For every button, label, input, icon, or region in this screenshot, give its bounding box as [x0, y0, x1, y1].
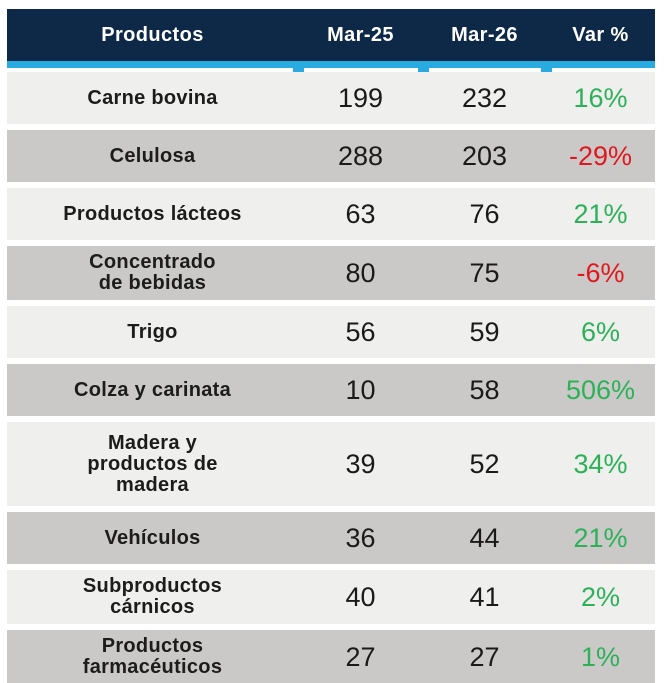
var-value: 16% — [573, 82, 628, 113]
var-value: 21% — [573, 198, 628, 229]
table-row: Trigo 56 59 6% — [7, 306, 655, 358]
column-divider-nub — [293, 68, 304, 72]
mar26-value: 75 — [469, 257, 500, 288]
data-table: Productos Mar-25 Mar-26 Var % Carne bovi… — [7, 9, 655, 683]
mar26-value: 59 — [469, 316, 500, 347]
table-row: Colza y carinata 10 58 506% — [7, 364, 655, 416]
mar25-value: 39 — [345, 448, 376, 479]
mar26-value: 203 — [461, 140, 508, 171]
product-name: Trigo — [127, 320, 178, 343]
table-row: Productos farmacéuticos 27 27 1% — [7, 630, 655, 683]
mar26-value: 232 — [461, 82, 508, 113]
column-header-var: Var % — [572, 23, 629, 46]
var-value: -29% — [568, 140, 633, 171]
column-header-mar26: Mar-26 — [451, 23, 518, 46]
product-name: Productos farmacéuticos — [82, 635, 223, 678]
column-header-productos: Productos — [101, 23, 204, 46]
var-value: 506% — [565, 374, 636, 405]
mar25-value: 63 — [345, 198, 376, 229]
mar26-value: 27 — [469, 641, 500, 672]
product-name: Productos lácteos — [63, 202, 242, 225]
column-divider-nub — [418, 68, 429, 72]
var-value: 21% — [573, 522, 628, 553]
mar25-value: 40 — [345, 581, 376, 612]
product-name: Celulosa — [109, 144, 196, 167]
mar25-value: 199 — [337, 82, 384, 113]
column-divider-nub — [541, 68, 552, 72]
var-value: 2% — [580, 581, 621, 612]
mar26-value: 41 — [469, 581, 500, 612]
table-row: Carne bovina 199 232 16% — [7, 72, 655, 124]
mar25-value: 10 — [345, 374, 376, 405]
var-value: 1% — [580, 641, 621, 672]
header-accent-bar — [7, 61, 655, 72]
table-row: Madera y productos de madera 39 52 34% — [7, 422, 655, 506]
table-body: Carne bovina 199 232 16% Celulosa 288 20… — [7, 72, 655, 683]
var-value: 34% — [573, 448, 628, 479]
table-row: Productos lácteos 63 76 21% — [7, 188, 655, 240]
mar26-value: 52 — [469, 448, 500, 479]
table-row: Subproductos cárnicos 40 41 2% — [7, 570, 655, 624]
table-row: Celulosa 288 203 -29% — [7, 130, 655, 182]
mar25-value: 56 — [345, 316, 376, 347]
mar26-value: 76 — [469, 198, 500, 229]
mar25-value: 36 — [345, 522, 376, 553]
product-name: Subproductos cárnicos — [82, 575, 223, 618]
column-header-mar25: Mar-25 — [327, 23, 394, 46]
var-value: 6% — [580, 316, 621, 347]
product-name: Colza y carinata — [73, 378, 232, 401]
product-name: Carne bovina — [87, 86, 218, 109]
table-header-row: Productos Mar-25 Mar-26 Var % — [7, 9, 655, 61]
mar25-value: 80 — [345, 257, 376, 288]
product-name: Vehículos — [104, 526, 201, 549]
mar25-value: 27 — [345, 641, 376, 672]
mar26-value: 58 — [469, 374, 500, 405]
mar26-value: 44 — [469, 522, 500, 553]
table-row: Vehículos 36 44 21% — [7, 512, 655, 564]
mar25-value: 288 — [337, 140, 384, 171]
product-name: Madera y productos de madera — [87, 431, 218, 496]
product-name: Concentrado de bebidas — [89, 251, 216, 294]
var-value: -6% — [576, 257, 625, 288]
table-row: Concentrado de bebidas 80 75 -6% — [7, 246, 655, 300]
